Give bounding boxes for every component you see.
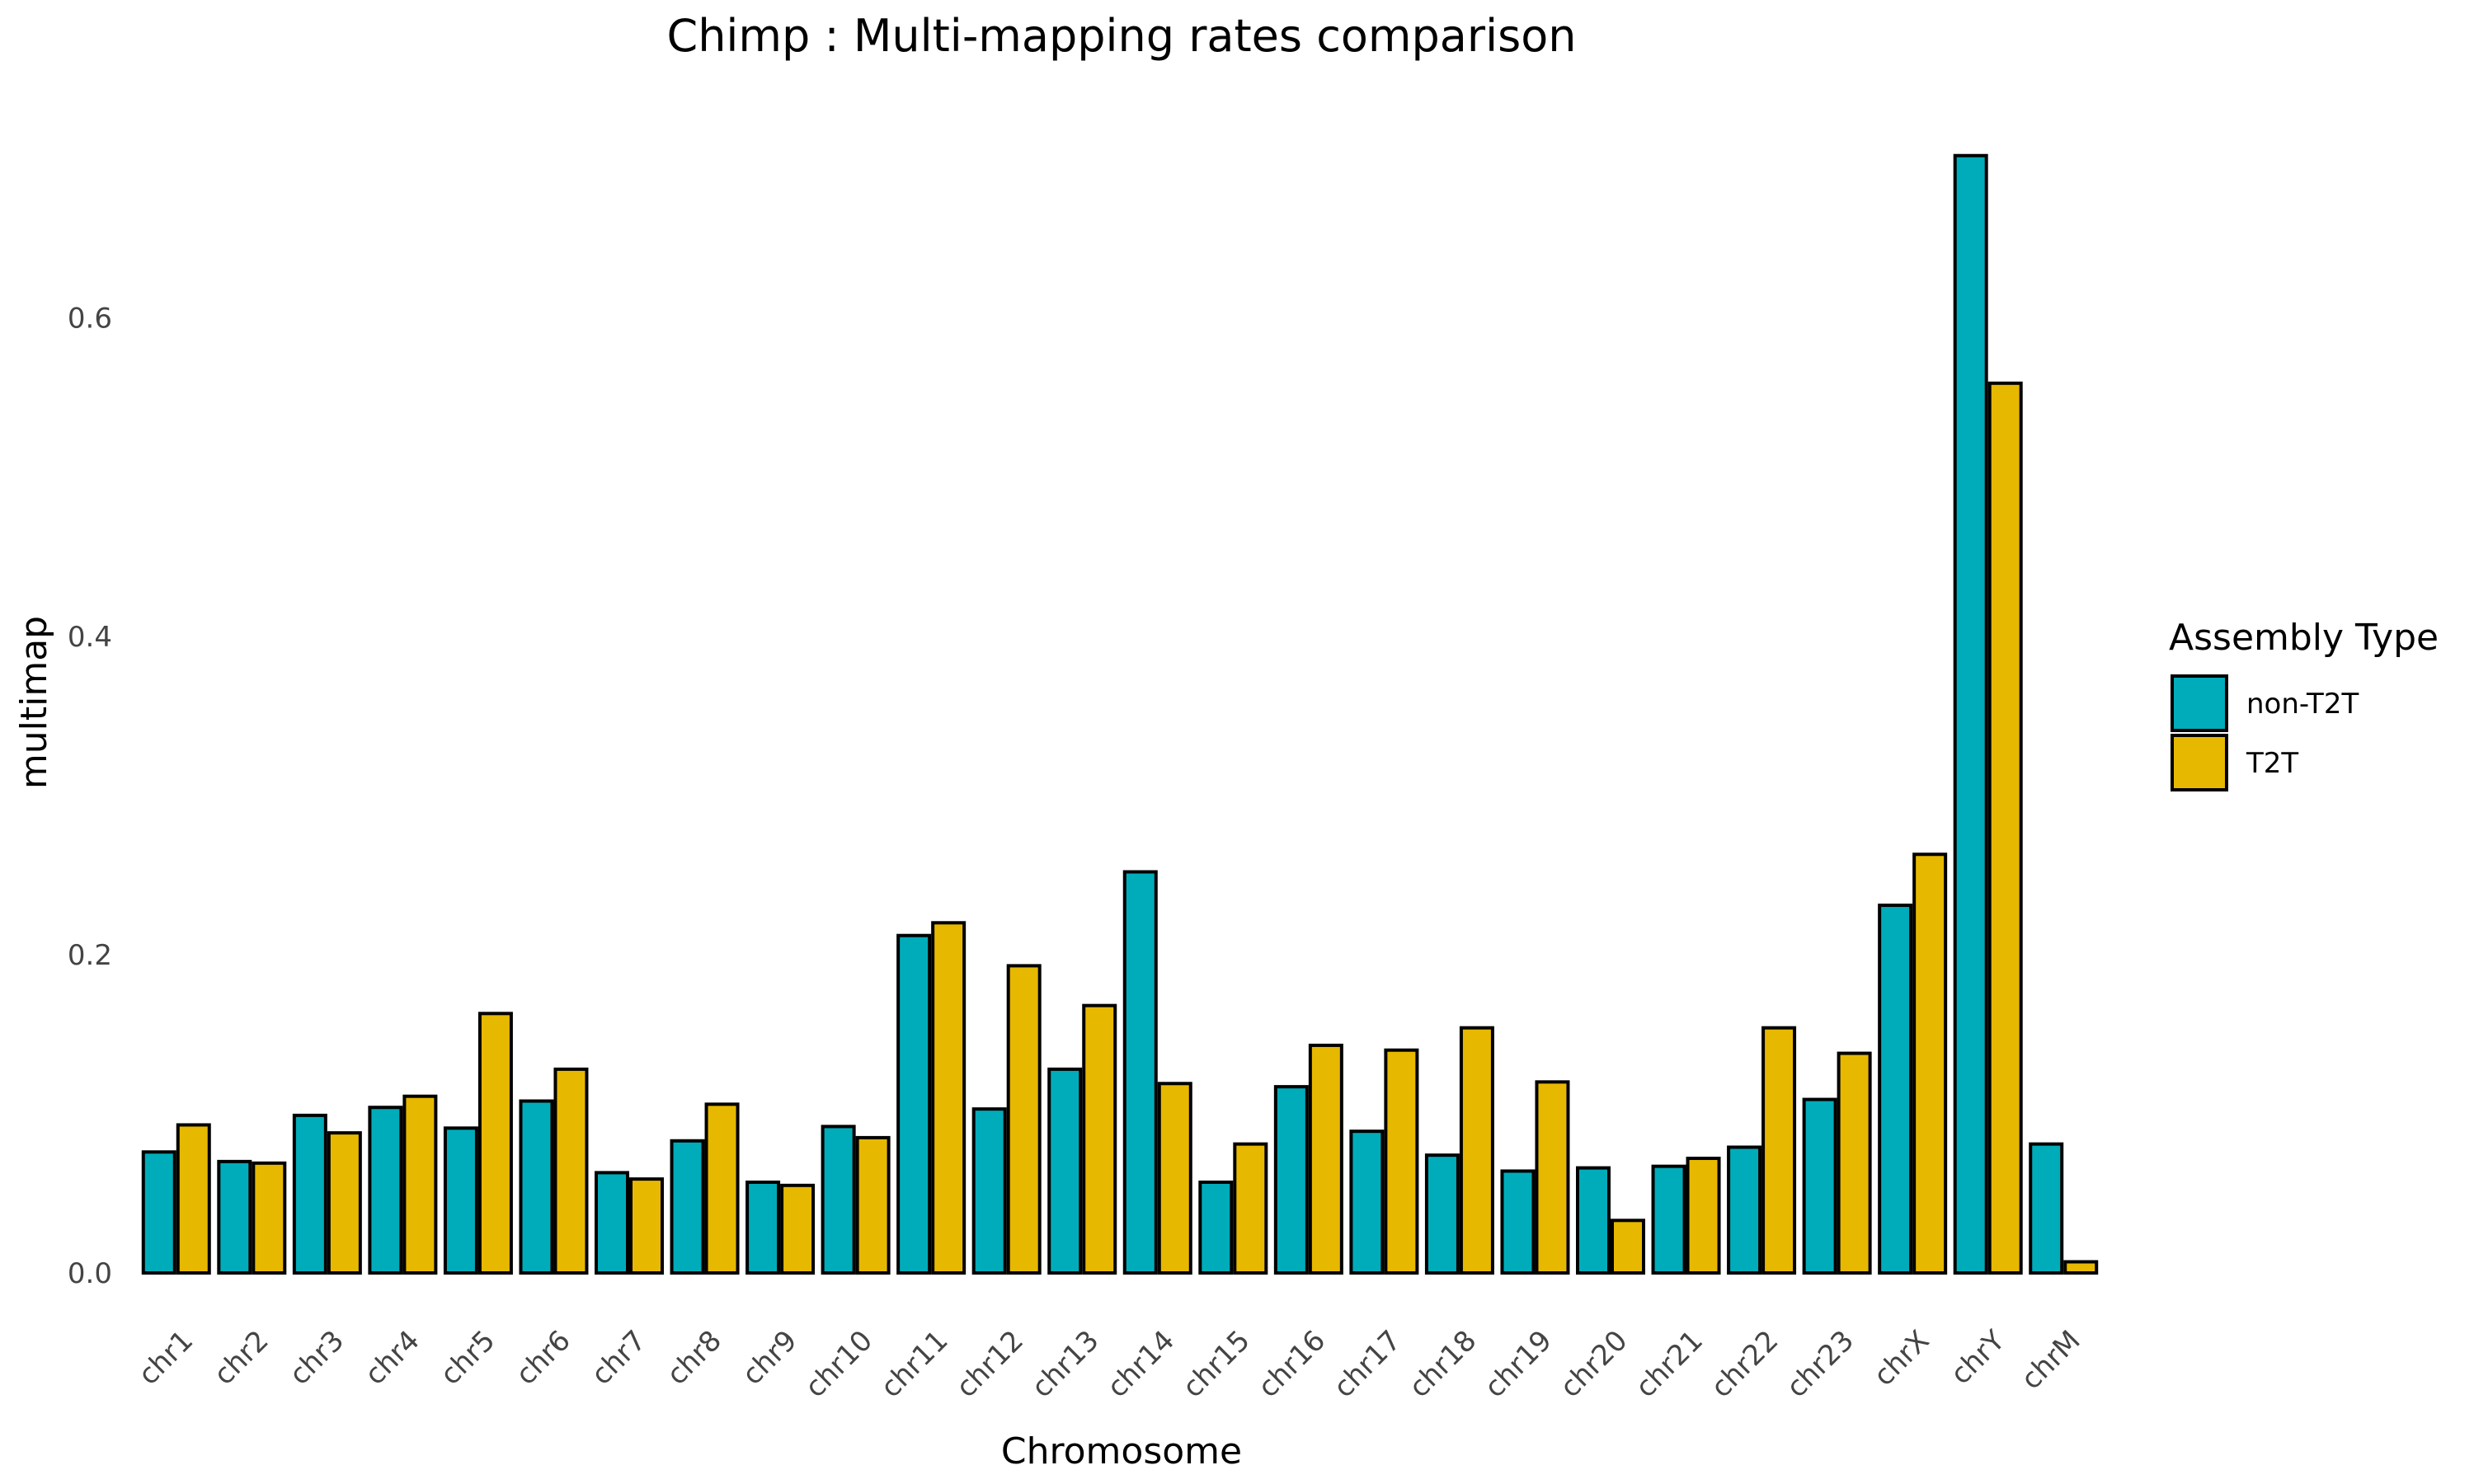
bar-non-t2t-chr21 <box>1651 1164 1686 1275</box>
bar-t2t-chr15 <box>1233 1142 1268 1275</box>
bars <box>141 153 2099 1275</box>
bar-non-t2t-chrY <box>1953 153 1988 1275</box>
x-tick-label: chr11 <box>874 1324 954 1404</box>
x-tick-label: chr2 <box>208 1324 275 1392</box>
bar-t2t-chr19 <box>1535 1080 1570 1275</box>
x-tick-label: chr3 <box>283 1324 350 1392</box>
x-tick-label: chr23 <box>1780 1324 1860 1404</box>
bar-t2t-chr18 <box>1459 1026 1494 1275</box>
bar-non-t2t-chr15 <box>1198 1180 1234 1275</box>
chart-title: Chimp : Multi-mapping rates comparison <box>666 10 1576 62</box>
x-tick-label: chr6 <box>510 1324 577 1392</box>
x-tick-label: chr4 <box>359 1324 426 1392</box>
bar-non-t2t-chr3 <box>292 1113 327 1275</box>
y-tick-label: 0.2 <box>68 939 112 972</box>
x-axis-ticks: chr1 chr2 chr3 chr4 chr5 chr6 chr7 chr8 chr9chr1… <box>132 1324 2086 1404</box>
bar-non-t2t-chr17 <box>1349 1129 1385 1275</box>
bar-t2t-chr3 <box>327 1131 362 1275</box>
bar-non-t2t-chr2 <box>217 1159 252 1275</box>
legend-title: Assembly Type <box>2169 617 2439 659</box>
bar-non-t2t-chr13 <box>1047 1067 1083 1275</box>
bar-non-t2t-chrX <box>1878 904 1913 1275</box>
x-tick-label: chr9 <box>736 1324 804 1392</box>
bar-t2t-chr8 <box>704 1102 740 1275</box>
bar-t2t-chr13 <box>1082 1003 1117 1275</box>
bar-t2t-chr7 <box>629 1177 664 1275</box>
bar-non-t2t-chrM <box>2029 1142 2064 1275</box>
bar-t2t-chrX <box>1912 852 1948 1275</box>
x-tick-label: chrX <box>1867 1324 1935 1392</box>
x-tick-label: chr20 <box>1554 1324 1634 1404</box>
bar-t2t-chr11 <box>931 921 967 1275</box>
x-axis-title: Chromosome <box>1001 1430 1242 1472</box>
bar-non-t2t-chr1 <box>141 1150 176 1275</box>
bar-t2t-chr12 <box>1006 964 1042 1275</box>
x-tick-label: chr17 <box>1328 1324 1408 1404</box>
bar-t2t-chr22 <box>1761 1026 1797 1275</box>
bar-non-t2t-chr19 <box>1500 1169 1536 1275</box>
x-tick-label: chrY <box>1945 1324 2011 1391</box>
y-tick-label: 0.0 <box>68 1257 112 1290</box>
bar-non-t2t-chr10 <box>821 1125 856 1275</box>
legend-key-t2t <box>2171 734 2228 791</box>
x-tick-label: chr14 <box>1101 1324 1181 1404</box>
bar-t2t-chr20 <box>1611 1219 1645 1275</box>
bar-non-t2t-chr8 <box>670 1139 705 1275</box>
legend: Assembly Type non-T2T T2T <box>2169 617 2439 791</box>
bar-t2t-chr6 <box>553 1067 589 1275</box>
bar-t2t-chr17 <box>1384 1048 1419 1275</box>
bar-non-t2t-chr7 <box>595 1171 629 1275</box>
x-tick-label: chr18 <box>1403 1324 1483 1404</box>
bar-t2t-chr14 <box>1157 1082 1192 1275</box>
y-tick-label: 0.6 <box>68 303 112 336</box>
x-tick-label: chr22 <box>1705 1324 1785 1404</box>
x-tick-label: chr7 <box>585 1324 652 1392</box>
bar-t2t-chr21 <box>1686 1157 1721 1275</box>
bar-t2t-chr9 <box>780 1183 816 1275</box>
bar-non-t2t-chr18 <box>1424 1153 1460 1275</box>
bar-t2t-chr4 <box>402 1094 438 1275</box>
x-tick-label: chr16 <box>1252 1324 1332 1404</box>
bar-non-t2t-chr6 <box>519 1099 554 1275</box>
y-axis-title: multimap <box>13 616 55 789</box>
bar-non-t2t-chr5 <box>443 1126 478 1275</box>
legend-label: non-T2T <box>2246 688 2359 721</box>
x-tick-label: chr19 <box>1479 1324 1559 1404</box>
y-axis-ticks: 0.0 0.2 0.4 0.6 <box>68 303 112 1290</box>
bar-t2t-chr10 <box>855 1135 891 1275</box>
x-tick-label: chrM <box>2015 1324 2086 1396</box>
bar-t2t-chrM <box>2063 1260 2099 1275</box>
bar-t2t-chr23 <box>1837 1051 1872 1275</box>
bar-non-t2t-chr12 <box>971 1107 1007 1275</box>
x-tick-label: chr13 <box>1025 1324 1105 1404</box>
bar-non-t2t-chr20 <box>1576 1166 1611 1275</box>
bar-non-t2t-chr4 <box>368 1106 403 1275</box>
bar-t2t-chr16 <box>1308 1043 1343 1275</box>
x-tick-label: chr10 <box>799 1324 879 1404</box>
legend-items: non-T2T T2T <box>2171 674 2359 791</box>
bar-t2t-chr2 <box>252 1161 287 1275</box>
x-tick-label: chr8 <box>661 1324 728 1392</box>
bar-non-t2t-chr11 <box>896 933 932 1275</box>
bar-t2t-chrY <box>1987 381 2023 1275</box>
bar-non-t2t-chr22 <box>1727 1145 1762 1275</box>
x-tick-label: chr15 <box>1176 1324 1256 1404</box>
x-tick-label: chr5 <box>434 1324 501 1392</box>
legend-label: T2T <box>2246 747 2298 780</box>
legend-key-non-t2t <box>2171 674 2228 732</box>
bar-non-t2t-chr16 <box>1273 1085 1309 1275</box>
y-tick-label: 0.4 <box>68 621 112 654</box>
x-tick-label: chr12 <box>950 1324 1030 1404</box>
bar-t2t-chr1 <box>176 1123 211 1275</box>
x-tick-label: chr1 <box>132 1324 200 1392</box>
bar-non-t2t-chr14 <box>1122 870 1158 1275</box>
bar-t2t-chr5 <box>477 1012 513 1275</box>
bar-non-t2t-chr9 <box>745 1180 781 1275</box>
x-tick-label: chr21 <box>1630 1324 1710 1404</box>
bar-non-t2t-chr23 <box>1802 1097 1837 1275</box>
